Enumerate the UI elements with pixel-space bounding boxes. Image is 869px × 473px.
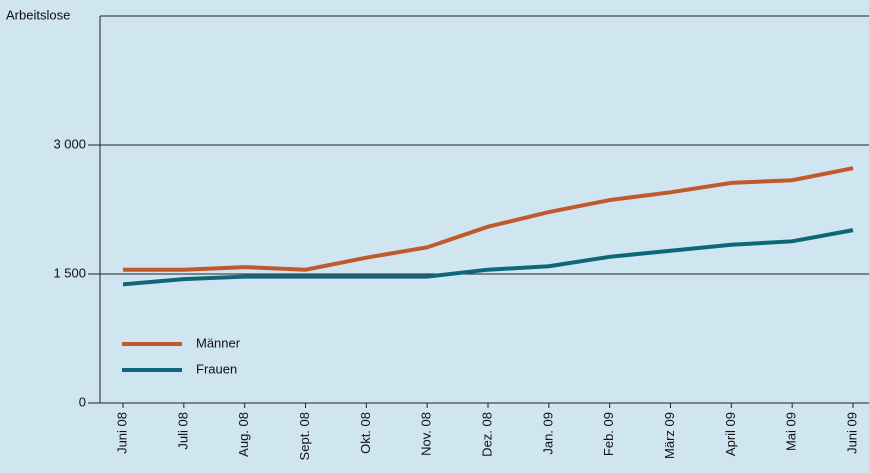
x-tick-label: März 09 <box>662 412 677 459</box>
x-tick-label: Juni 09 <box>844 412 859 454</box>
x-tick-label: April 09 <box>723 412 738 456</box>
x-tick-label: Sept. 08 <box>297 412 312 460</box>
x-tick-label: Jan. 09 <box>540 412 555 455</box>
x-tick-label: Nov. 08 <box>419 412 434 456</box>
legend-label: Männer <box>196 335 241 350</box>
y-tick-label: 0 <box>79 394 86 409</box>
series-line <box>122 228 854 287</box>
x-tick-label: Juni 08 <box>114 412 129 454</box>
y-axis-label: Arbeitslose <box>6 7 70 22</box>
x-tick-label: Aug. 08 <box>236 412 251 457</box>
x-tick-label: Dez. 08 <box>479 412 494 457</box>
x-tick-label: Mai 09 <box>784 412 799 451</box>
x-tick-label: Juli 08 <box>175 412 190 450</box>
legend-label: Frauen <box>196 361 237 376</box>
y-tick-label: 3 000 <box>53 136 86 151</box>
series-line <box>123 166 854 272</box>
y-tick-label: 1 500 <box>53 265 86 280</box>
x-tick-label: Okt. 08 <box>358 412 373 454</box>
x-tick-label: Feb. 09 <box>601 412 616 456</box>
